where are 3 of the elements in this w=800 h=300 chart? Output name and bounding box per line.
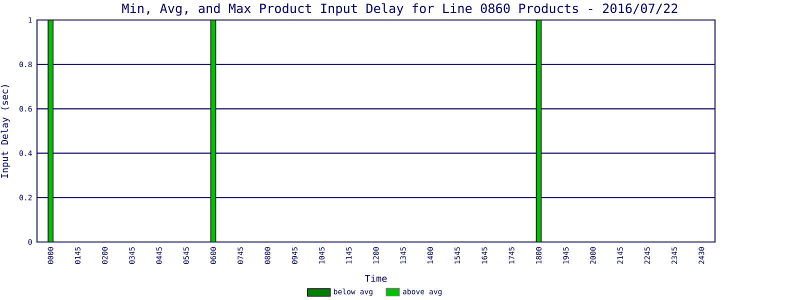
chart-title: Min, Avg, and Max Product Input Delay for Line 0860 Products - 2016/07/22 — [122, 3, 678, 16]
x-axis-title: Time — [364, 274, 387, 282]
y-axis-title: Input Delay (sec) — [0, 85, 10, 178]
